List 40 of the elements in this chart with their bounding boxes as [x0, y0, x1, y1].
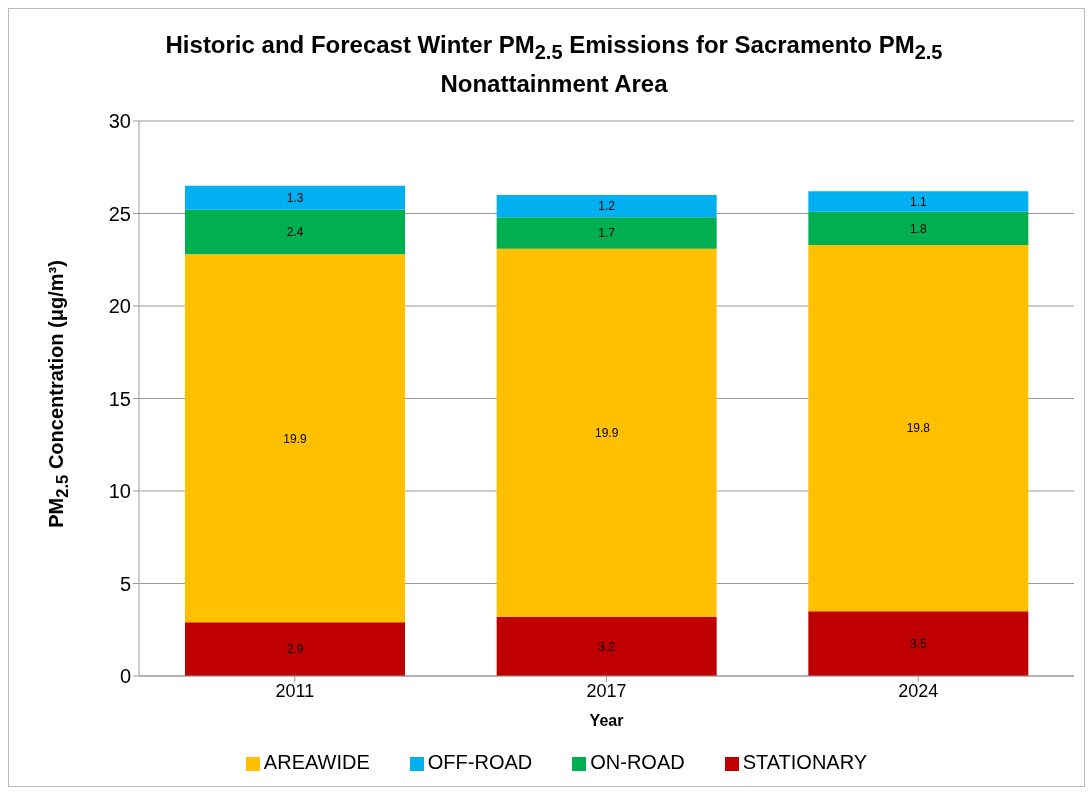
bar — [185, 209, 405, 255]
x-tick-label: 2011 — [275, 680, 315, 701]
data-label: 19.9 — [594, 425, 619, 440]
data-label: 3.2 — [598, 639, 616, 654]
legend-label: STATIONARY — [742, 751, 868, 773]
y-tick-label: 30 — [108, 110, 131, 133]
data-label: 1.2 — [598, 199, 616, 214]
data-label: 19.8 — [906, 421, 931, 436]
bar — [496, 195, 717, 218]
data-label: 2.4 — [286, 225, 304, 240]
data-label: 1.7 — [598, 226, 616, 241]
bar — [808, 244, 1029, 612]
x-tick-label: 2024 — [898, 680, 939, 701]
x-tick-label: 2017 — [586, 680, 627, 701]
x-axis-title: Year — [589, 712, 624, 729]
chart-title: Historic and Forecast Winter PM$_{2.5}$ Emissions for Sacramento PM$_{2.5}$ Nonattainment Area — [165, 31, 943, 97]
legend-label: ON-ROAD — [590, 751, 685, 773]
legend-label: AREAWIDE — [263, 751, 370, 773]
y-tick-label: 25 — [108, 202, 131, 225]
y-tick-label: 20 — [108, 295, 131, 318]
bar — [185, 185, 405, 210]
bar — [496, 248, 717, 617]
y-tick-label: 5 — [119, 572, 131, 595]
data-label: 19.9 — [283, 431, 307, 446]
data-label: 1.1 — [909, 194, 927, 209]
data-label: 2.9 — [286, 642, 304, 657]
y-tick-label: 15 — [108, 387, 131, 410]
bar — [496, 217, 717, 249]
bar — [185, 254, 405, 623]
bar — [808, 191, 1029, 212]
y-tick-label: 10 — [108, 480, 131, 503]
data-label: 1.3 — [286, 191, 304, 206]
data-label: 1.8 — [909, 221, 927, 236]
bar — [185, 622, 405, 676]
y-tick-label: 0 — [119, 665, 131, 688]
bar — [808, 611, 1029, 676]
data-label: 3.5 — [909, 636, 927, 651]
legend-label: OFF-ROAD — [427, 751, 533, 773]
bar — [808, 211, 1029, 245]
bar — [496, 616, 717, 676]
